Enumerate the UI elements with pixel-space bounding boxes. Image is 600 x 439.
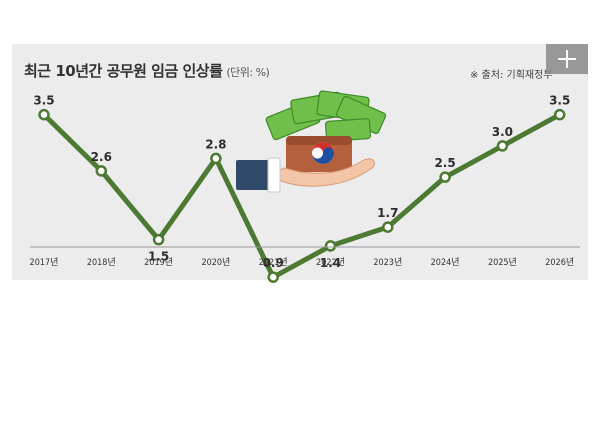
value-label: 3.0 — [492, 125, 513, 139]
value-label: 3.5 — [33, 94, 54, 108]
data-point-2026년 — [553, 108, 566, 121]
data-point-2019년 — [152, 233, 165, 246]
x-tick-label: 2021년 — [259, 257, 288, 268]
value-label: 1.4 — [320, 256, 341, 270]
x-tick-label: 2017년 — [30, 257, 59, 268]
value-label: 2.5 — [434, 156, 455, 170]
data-point-2020년 — [210, 152, 222, 165]
chart-title-text: 최근 10년간 공무원 임금 인상률 — [24, 62, 223, 80]
value-label: 3.5 — [549, 94, 570, 108]
series-line — [42, 112, 561, 280]
chart-title: 최근 10년간 공무원 임금 인상률 (단위: %) — [24, 60, 270, 81]
unit-label: (단위: %) — [226, 66, 270, 79]
x-tick-label: 2024년 — [431, 257, 460, 268]
data-point-2025년 — [496, 140, 509, 152]
data-point-2023년 — [382, 221, 394, 233]
data-point-2024년 — [439, 171, 451, 183]
value-label: 2.6 — [91, 150, 112, 164]
data-point-2018년 — [95, 165, 108, 177]
value-label: 2.8 — [205, 137, 226, 151]
line-series — [42, 112, 561, 280]
expand-plus-icon[interactable] — [546, 44, 588, 74]
value-label: 0.9 — [263, 256, 284, 270]
data-point-2022년 — [324, 240, 337, 252]
x-tick-label: 2022년 — [316, 257, 345, 268]
hand-holding-wallet-with-cash-icon — [236, 90, 387, 193]
x-tick-label: 2019년 — [144, 257, 173, 268]
data-point-2021년 — [267, 271, 279, 283]
value-label: 1.7 — [377, 206, 398, 220]
data-point-2017년 — [38, 108, 50, 121]
x-tick-label: 2018년 — [87, 257, 116, 268]
value-label: 1.5 — [148, 250, 169, 264]
x-tick-label: 2025년 — [488, 257, 517, 268]
x-tick-label: 2023년 — [373, 257, 402, 268]
x-tick-label: 2026년 — [545, 257, 574, 268]
source-note: ※ 출처: 기획재정부 — [470, 70, 553, 81]
x-tick-label: 2020년 — [201, 257, 230, 268]
